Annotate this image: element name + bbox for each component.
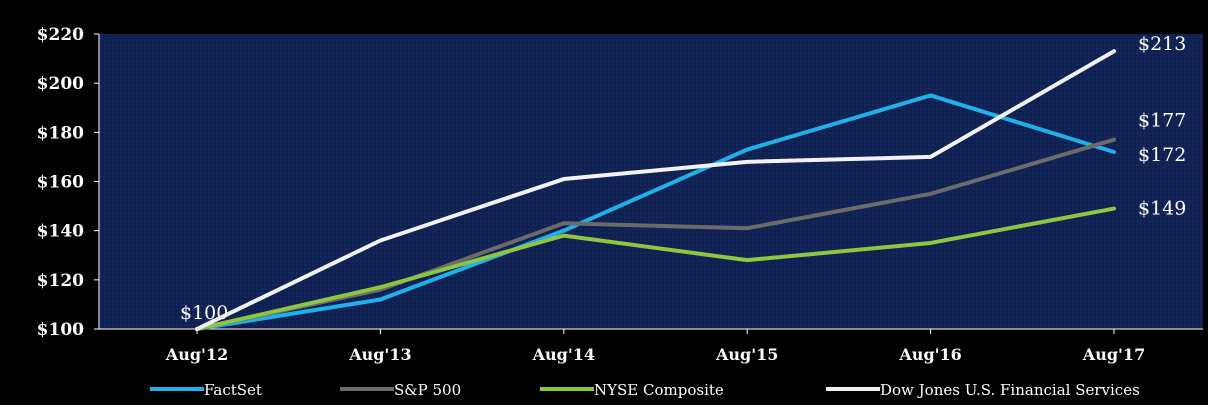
legend-entry: NYSE Composite (594, 381, 724, 399)
x-axis: Aug'12 Aug'13 Aug'14 Aug'15 Aug'16 Aug'17 (99, 328, 1203, 364)
series-layer (195, 49, 1116, 331)
data-label: $172 (1138, 144, 1186, 166)
legend-entry: Dow Jones U.S. Financial Services (880, 381, 1140, 399)
series-line (195, 93, 1116, 331)
data-label: $149 (1138, 198, 1186, 220)
legend-entry: S&P 500 (394, 381, 461, 399)
data-labels: $100 $213 $177 $172 $149 (180, 33, 1186, 324)
y-tick-label: $180 (37, 123, 84, 143)
legend-entry: FactSet (204, 381, 262, 399)
y-tick-label: $100 (37, 320, 84, 340)
x-tick-label: Aug'13 (348, 345, 411, 364)
y-axis: $100 $120 $140 $160 $180 $200 $220 (37, 25, 100, 340)
x-tick-label: Aug'17 (1082, 345, 1145, 364)
data-label: $213 (1138, 33, 1186, 55)
legend: FactSet S&P 500 NYSE Composite Dow Jones U.… (150, 381, 1140, 399)
series-line (195, 49, 1116, 331)
data-label: $100 (180, 302, 228, 324)
x-tick-label: Aug'12 (165, 345, 228, 364)
x-tick-label: Aug'14 (532, 345, 595, 364)
data-label: $177 (1138, 110, 1186, 132)
x-tick-label: Aug'15 (715, 345, 778, 364)
y-tick-label: $220 (37, 25, 84, 45)
series-line (195, 206, 1116, 331)
plot-background (99, 34, 1203, 329)
y-tick-label: $200 (37, 74, 84, 94)
y-tick-label: $120 (37, 271, 84, 291)
y-tick-label: $160 (37, 173, 84, 193)
y-tick-label: $140 (37, 222, 84, 242)
x-tick-label: Aug'16 (898, 345, 961, 364)
